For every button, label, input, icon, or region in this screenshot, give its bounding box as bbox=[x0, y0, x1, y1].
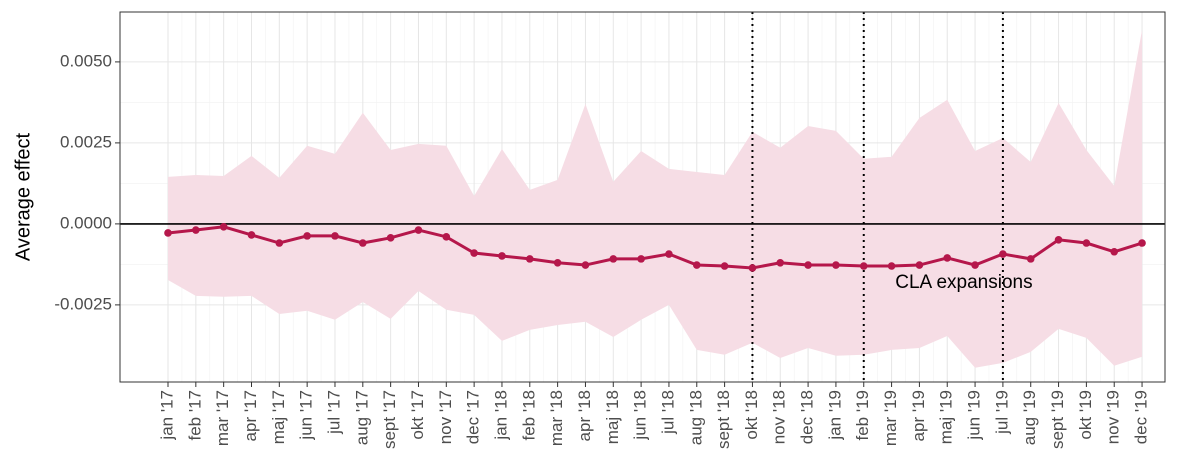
point bbox=[442, 233, 451, 241]
point bbox=[275, 239, 284, 247]
x-tick-label: jun '18 bbox=[631, 390, 650, 441]
x-tick-label: feb '17 bbox=[185, 390, 204, 441]
x-tick-label: aug '17 bbox=[352, 390, 371, 445]
x-tick-label: aug '19 bbox=[1020, 390, 1039, 445]
point bbox=[1054, 235, 1063, 244]
x-tick-label: jan '19 bbox=[825, 390, 844, 441]
point bbox=[665, 250, 673, 258]
x-tick-label: apr '19 bbox=[909, 390, 928, 441]
y-axis-title: Average effect bbox=[12, 132, 34, 261]
x-tick-label: okt '18 bbox=[742, 390, 761, 440]
x-tick-label: nov '19 bbox=[1104, 390, 1123, 444]
x-tick-label: sept '18 bbox=[714, 390, 733, 449]
x-tick-label: apr '18 bbox=[575, 390, 594, 441]
x-tick-label: maj '18 bbox=[603, 390, 622, 444]
x-tick-label: jul '19 bbox=[992, 390, 1011, 435]
x-tick-label: maj '17 bbox=[269, 390, 288, 444]
effect-line bbox=[167, 225, 1143, 270]
x-tick-label: mar '17 bbox=[213, 390, 232, 446]
x-tick-label: okt '17 bbox=[408, 390, 427, 440]
point bbox=[692, 261, 701, 269]
point bbox=[943, 254, 952, 262]
point bbox=[164, 229, 172, 237]
point bbox=[971, 261, 979, 269]
x-tick-label: dec '18 bbox=[798, 390, 817, 444]
x-tick-label: feb '18 bbox=[519, 390, 538, 441]
annotation: CLA expansions bbox=[895, 272, 1032, 293]
point bbox=[609, 255, 618, 263]
plot-frame bbox=[119, 11, 1166, 383]
point bbox=[498, 252, 506, 260]
x-tick-label: mar '19 bbox=[881, 390, 900, 446]
point bbox=[999, 250, 1007, 258]
point bbox=[247, 231, 256, 239]
point bbox=[887, 262, 896, 270]
x-tick-label: sept '19 bbox=[1048, 390, 1067, 449]
x-tick-label: jul '18 bbox=[658, 390, 677, 435]
point bbox=[1026, 255, 1035, 263]
point bbox=[1138, 239, 1146, 247]
point bbox=[832, 261, 840, 269]
point bbox=[804, 261, 812, 269]
point bbox=[303, 232, 311, 240]
x-tick-label: maj '19 bbox=[937, 390, 956, 444]
point bbox=[470, 249, 478, 257]
x-tick-label: apr '17 bbox=[241, 390, 260, 441]
x-tick-label: dec '17 bbox=[464, 390, 483, 444]
point bbox=[859, 262, 868, 270]
x-tick-label: aug '18 bbox=[686, 390, 705, 445]
x-tick-label: nov '17 bbox=[436, 390, 455, 444]
point bbox=[748, 264, 757, 272]
point bbox=[553, 258, 562, 267]
point bbox=[192, 226, 200, 234]
x-tick-label: okt '19 bbox=[1076, 390, 1095, 440]
point bbox=[1110, 247, 1119, 256]
x-tick-label: mar '18 bbox=[547, 390, 566, 446]
x-tick-label: jun '19 bbox=[965, 390, 984, 441]
point bbox=[637, 255, 645, 263]
x-tick-label: jun '17 bbox=[297, 390, 316, 441]
x-tick-label: nov '18 bbox=[770, 390, 789, 444]
point bbox=[331, 232, 339, 240]
y-tick-label: -0.0025 bbox=[54, 294, 112, 313]
x-tick-label: jan '17 bbox=[157, 390, 176, 441]
point bbox=[219, 223, 228, 231]
point bbox=[720, 262, 729, 270]
point bbox=[414, 226, 423, 234]
point bbox=[915, 261, 924, 269]
x-tick-label: dec '19 bbox=[1132, 390, 1151, 444]
point bbox=[386, 234, 395, 242]
x-tick-label: jan '18 bbox=[491, 390, 510, 441]
x-tick-label: feb '19 bbox=[853, 390, 872, 441]
y-tick-label: 0.0025 bbox=[60, 132, 112, 151]
x-tick-label: sept '17 bbox=[380, 390, 399, 449]
y-tick-label: 0.0000 bbox=[60, 213, 112, 232]
point bbox=[525, 255, 534, 263]
confidence-band bbox=[168, 29, 1143, 368]
point bbox=[776, 258, 785, 267]
point bbox=[1082, 239, 1091, 247]
x-tick-label: jul '17 bbox=[324, 390, 343, 435]
point bbox=[359, 239, 367, 247]
point bbox=[581, 261, 590, 269]
y-tick-label: 0.0050 bbox=[60, 51, 112, 70]
